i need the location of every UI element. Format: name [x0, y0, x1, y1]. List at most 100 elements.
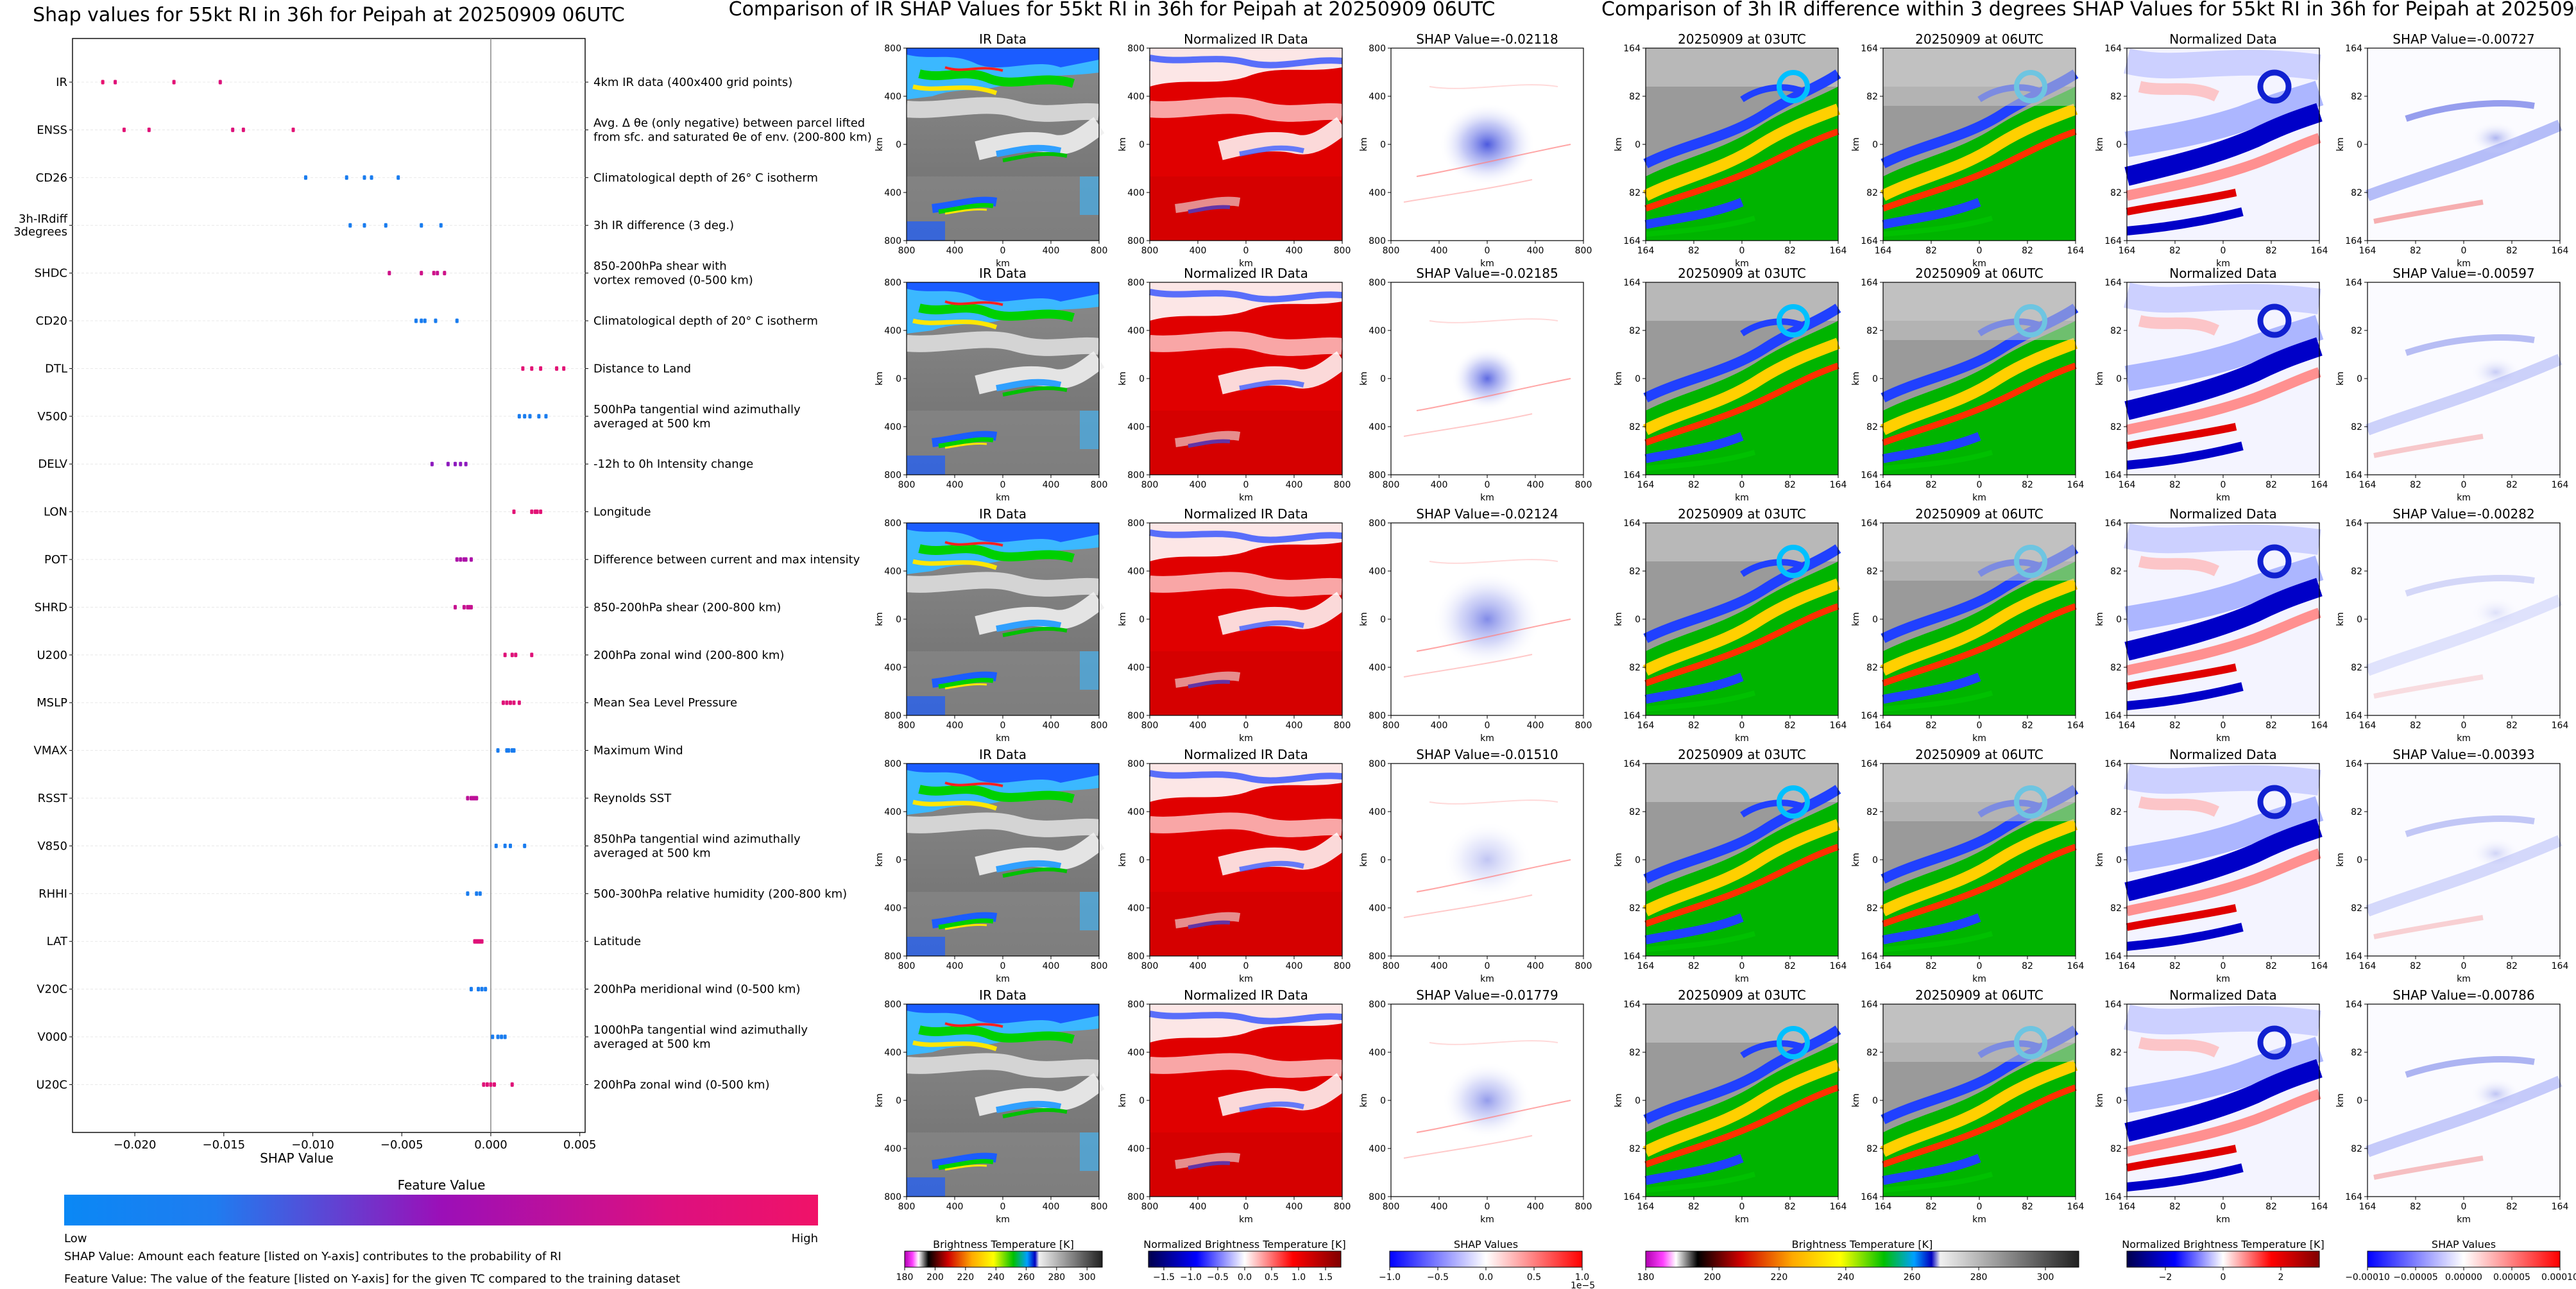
panel-y-tick-label: 800 [884, 518, 901, 529]
panel-x-tick-label: 400 [1431, 961, 1448, 971]
panel-y-tick-label: 0 [1139, 374, 1145, 384]
panel-y-tick-label: 164 [1861, 518, 1878, 529]
panel-y-tick-label: 82 [1629, 567, 1641, 577]
panel-y-tick-label: 164 [1861, 711, 1878, 721]
panel-y-tick-label: 82 [2351, 1144, 2362, 1154]
panel-y-tick-label: 164 [2104, 759, 2122, 769]
panel-y-tick-label: 0 [1380, 855, 1386, 866]
panel-image [1150, 523, 1342, 715]
panel-y-tick-label: 400 [1369, 1144, 1386, 1154]
diff-shap-bg [2367, 764, 2560, 956]
panel-image [2127, 1004, 2319, 1197]
panel-x-tick-label: 400 [1190, 480, 1207, 490]
shap-map-streak [1429, 799, 1558, 805]
shap-feature-name: CD20 [36, 314, 67, 328]
panel-y-tick-label: 400 [1369, 903, 1386, 914]
shap-map-streak [1403, 179, 1533, 203]
shap-feature-descriptions: 4km IR data (400x400 grid points) Avg. Δ … [585, 76, 872, 1091]
diff-03utc-title: 20250909 at 03UTC [1678, 747, 1806, 762]
diff-norm-colorbar-bar [2126, 1251, 2320, 1268]
panel-x-tick-label: 164 [1830, 246, 1847, 256]
panel-x-tick-label: 0 [1000, 246, 1006, 256]
shap-point [475, 891, 479, 896]
panel-x-tick-label: 82 [2506, 246, 2518, 256]
panel-x-tick-label: 82 [2506, 1202, 2518, 1212]
shap-feature-name: U20C [36, 1078, 67, 1091]
shap-map-streak [1403, 894, 1533, 918]
normalized-ir-title: Normalized IR Data [1184, 266, 1308, 281]
shap-point [523, 414, 527, 419]
panel-x-tick-label: 800 [1334, 721, 1351, 731]
shap-point [172, 80, 176, 85]
shap-point [147, 127, 151, 132]
panel-image [907, 523, 1099, 715]
diff-shap-band [2405, 1056, 2535, 1078]
shap-point [512, 748, 516, 753]
diff-shap-band [2373, 674, 2484, 699]
panel-x-tick-label: 800 [1383, 246, 1400, 256]
shap-feature-description: 850-200hPa shear with [593, 260, 727, 273]
panel-x-tick-label: 800 [1141, 721, 1159, 731]
panel-x-axis-label: km [2216, 259, 2230, 269]
shap-point [494, 843, 498, 848]
diff-shap-value-title: SHAP Value=-0.00282 [2393, 506, 2534, 522]
diff-shap-band [2373, 434, 2484, 458]
panel-x-tick-label: 0 [2461, 961, 2467, 971]
panel-x-tick-label: 0 [2461, 246, 2467, 256]
panel-image [1150, 1004, 1342, 1197]
diff-shap-band [2365, 119, 2563, 201]
shap-map-vortex [1452, 346, 1523, 411]
panel-image [1150, 282, 1342, 475]
panel-x-tick-label: 82 [1925, 721, 1937, 731]
panel-y-axis-label: km [1614, 853, 1624, 867]
ir-shap-colorbar-tick-label: −1.0 [1379, 1272, 1401, 1283]
panel-y-tick-label: 800 [884, 236, 901, 246]
shap-feature-name: IR [56, 76, 67, 89]
panel-x-tick-label: 400 [1190, 721, 1207, 731]
shap-feature-description: Distance to Land [593, 362, 691, 375]
panel-x-axis-label: km [1480, 974, 1494, 984]
shap-point [501, 700, 505, 705]
panel-y-tick-label: 800 [1369, 711, 1386, 721]
panel-y-axis-label: km [1359, 853, 1369, 867]
panel-y-tick-label: 400 [1369, 663, 1386, 673]
shap-feature-description: Reynolds SST [593, 792, 672, 805]
panel-x-tick-label: 82 [1925, 246, 1937, 256]
panel-y-tick-label: 0 [1380, 374, 1386, 384]
panel-y-tick-label: 400 [1127, 92, 1145, 102]
shap-map-streak [1416, 378, 1571, 411]
ir-shap-colorbar-exponent: 1e−5 [1571, 1281, 1595, 1289]
panel-x-tick-label: 82 [1688, 246, 1700, 256]
shap-x-tick-label: 0.000 [474, 1138, 508, 1152]
panel-y-tick-label: 82 [2110, 1048, 2122, 1058]
panel-y-tick-label: 800 [884, 711, 901, 721]
shap-point [480, 939, 484, 944]
panel-x-tick-label: 800 [1141, 1202, 1159, 1212]
panel-y-tick-label: 0 [1872, 140, 1878, 150]
shap-feature-description: averaged at 500 km [593, 417, 711, 431]
diff-shap-bg [2367, 48, 2560, 241]
normalized-ir-title: Normalized IR Data [1184, 506, 1308, 522]
panel-x-axis-label: km [2457, 974, 2471, 984]
panel-x-tick-label: 82 [1784, 246, 1796, 256]
panel-y-tick-label: 82 [2351, 1048, 2362, 1058]
ir-shap-colorbar-tick-label: 0.5 [1527, 1272, 1541, 1283]
shap-plot-title: Shap values for 55kt RI in 36h for Peipa… [33, 4, 625, 26]
shap-map-vortex [1433, 571, 1542, 667]
panel-y-tick-label: 82 [1629, 326, 1641, 336]
diff-bt-colorbar-tick-label: 220 [1771, 1272, 1788, 1283]
panel-y-tick-label: 164 [1623, 470, 1641, 481]
panel-x-tick-label: 0 [2221, 480, 2226, 490]
panel-x-tick-label: 400 [1190, 1202, 1207, 1212]
panel-y-axis-label: km [2335, 371, 2346, 386]
panel-x-tick-label: 164 [2067, 480, 2085, 490]
ir-bt-colorbar-tick-label: 300 [1079, 1272, 1096, 1283]
panel-x-axis-label: km [996, 493, 1010, 503]
shap-map-streak [1403, 654, 1533, 678]
shap-point [485, 1082, 489, 1087]
shap-feature-description: 4km IR data (400x400 grid points) [593, 76, 792, 89]
panel-y-axis-label: km [2095, 612, 2105, 626]
diff-06utc-overlay [1883, 764, 2076, 821]
panel-x-axis-label: km [1735, 493, 1749, 503]
panel-x-tick-label: 800 [1383, 721, 1400, 731]
